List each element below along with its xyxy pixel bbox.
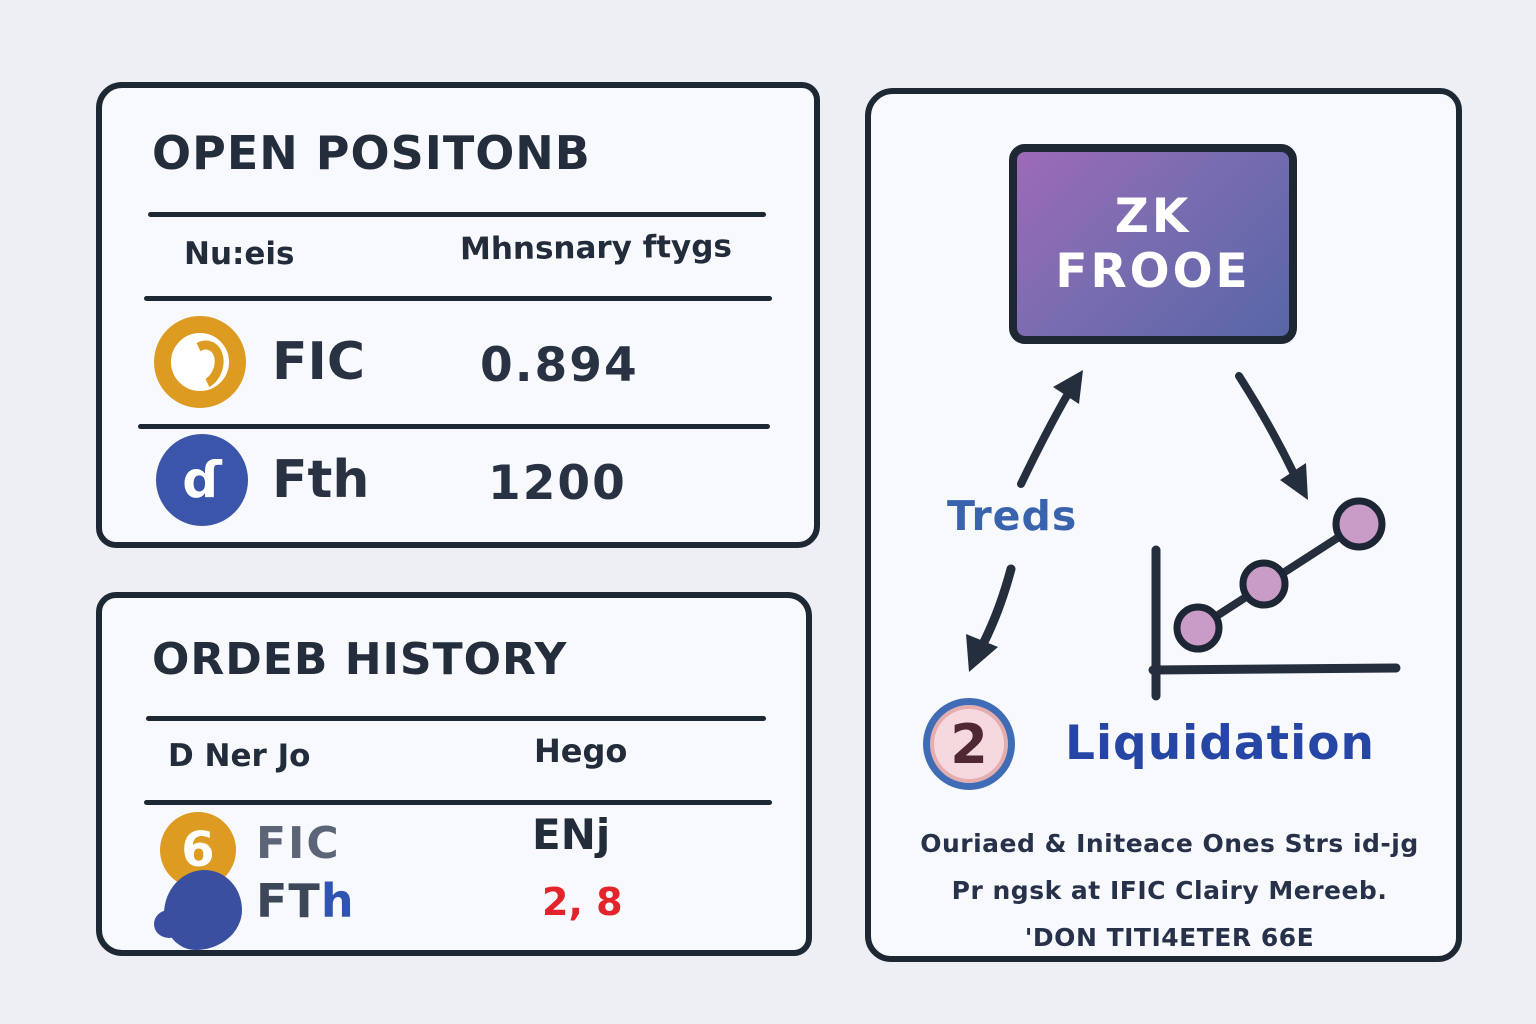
divider (148, 212, 766, 217)
zk-box-line2: FROOE (1055, 244, 1251, 299)
step-2-badge: 2 (923, 698, 1015, 790)
column-header-name: Nu:eis (184, 236, 295, 272)
data-point (1239, 559, 1289, 609)
treds-label: Treds (947, 492, 1078, 540)
footnote-text: Ouriaed & Initeace Ones Strs id-jg Pr ng… (887, 820, 1452, 961)
divider (144, 800, 772, 805)
order-history-title: ORDEB HISTORY (152, 634, 568, 685)
column-header-status: Hego (534, 732, 628, 770)
data-point (1173, 603, 1223, 653)
zk-proof-box: ZK FROOE (1009, 144, 1297, 344)
order-symbol-prefix: FT (256, 874, 321, 928)
footnote-line: Ouriaed & Initeace Ones Strs id-jg (920, 829, 1419, 858)
order-status-red: 2, 8 (542, 880, 623, 924)
divider (144, 296, 772, 301)
trend-line (1194, 520, 1363, 632)
position-symbol: Fth (272, 450, 370, 510)
liquidation-label: Liquidation (1065, 716, 1375, 771)
order-symbol-suffix: h (320, 874, 355, 928)
data-point (1332, 497, 1386, 551)
badge-number: 2 (950, 712, 988, 776)
eth-coin-icon: ɗ (156, 434, 248, 526)
arrow-up-right-icon (1017, 370, 1083, 488)
arrow-down-left-icon (966, 564, 1016, 672)
divider (138, 424, 770, 429)
position-value: 0.894 (480, 338, 639, 393)
divider (146, 716, 766, 721)
column-header-value: Mhnsnary ftygs (459, 228, 733, 268)
position-value: 1200 (488, 456, 627, 511)
zk-flow-panel: ZK FROOE Treds 2 Liquidation Ouriaed & I… (865, 88, 1462, 962)
footnote-line: 'DON TITI4ETER 66E (1024, 923, 1315, 952)
arrow-down-right-icon (1235, 372, 1308, 500)
order-symbol: FIC (256, 818, 341, 869)
order-status: ENj (532, 810, 611, 859)
chart-x-axis (1148, 663, 1401, 675)
open-positions-panel: OPEN POSITONB Nu:eis Mhnsnary ftygs FIC … (96, 82, 820, 548)
footnote-line: Pr ngsk at IFIC Clairy Mereeb. (951, 876, 1388, 905)
gold-coin-glyph: 6 (181, 822, 215, 878)
blue-coin-icon (154, 870, 242, 950)
position-symbol: FIC (272, 332, 366, 392)
order-history-panel: ORDEB HISTORY D Ner Jo Hego 6 FIC ENj FT… (96, 592, 812, 956)
btc-coin-icon (154, 316, 246, 408)
open-positions-title: OPEN POSITONB (152, 126, 591, 180)
mini-trend-chart (1148, 497, 1401, 701)
column-header-order: D Ner Jo (168, 738, 311, 774)
order-symbol: FTh (256, 874, 355, 928)
eth-glyph: ɗ (182, 451, 222, 509)
zk-box-line1: ZK (1114, 188, 1192, 244)
